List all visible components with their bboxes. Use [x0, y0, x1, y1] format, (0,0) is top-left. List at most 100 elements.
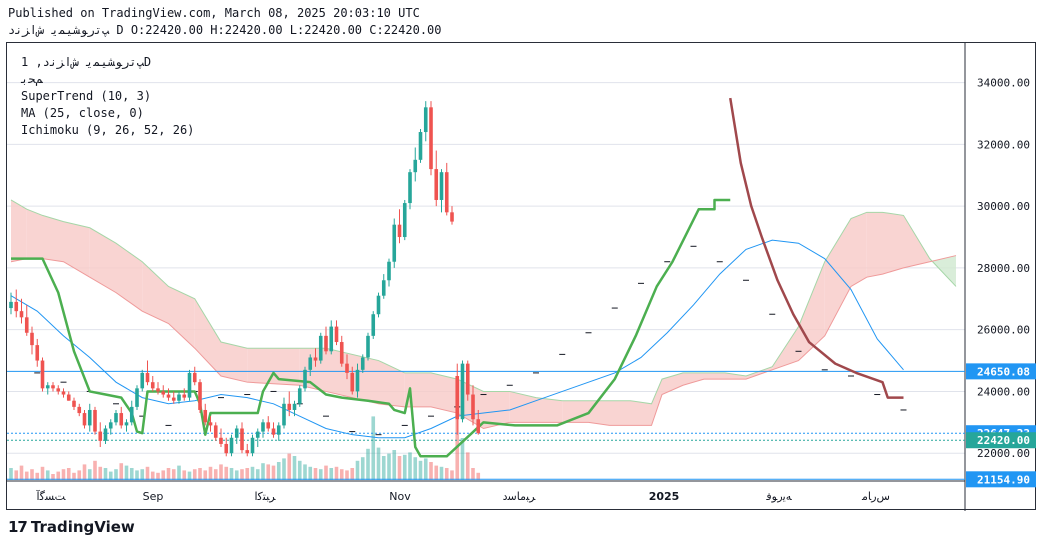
volume-bar [219, 464, 223, 480]
volume-bar [434, 465, 439, 480]
candle-body [292, 403, 297, 410]
candle-body [77, 406, 82, 414]
volume-bar [429, 462, 433, 480]
volume-bar [66, 468, 71, 480]
price-chart[interactable]: 22000.00 24000.00 26000.00 28000.00 30000.00… [7, 43, 1037, 511]
legend-ichimoku[interactable]: Ichimoku (9, 26, 52, 26) [21, 123, 195, 137]
price-tag-label: 24650.08 [977, 365, 1030, 378]
time-axis-label: ﺮﺒﻣﺎﺳﺩ [503, 490, 537, 503]
candle-body [156, 388, 160, 392]
volume-bar [24, 471, 29, 480]
candle-body [355, 369, 360, 392]
volume-bar [40, 466, 45, 480]
volume-bar [423, 458, 428, 480]
ichimoku-cloud-segment [116, 243, 143, 312]
candle-body [308, 357, 313, 370]
tradingview-logo-icon: 17 [8, 518, 28, 536]
candle-body [282, 403, 286, 426]
ichimoku-cloud-segment [247, 348, 300, 386]
volume-bar [271, 465, 276, 480]
time-axis-label: ﻪﯾﺭﻮﻓ [765, 490, 791, 503]
candle-body [408, 172, 412, 204]
candle-body [371, 314, 376, 336]
volume-bar [177, 465, 181, 480]
ichimoku-cloud-segment [89, 227, 116, 293]
ichimoku-cloud-segment [536, 397, 563, 423]
price-tag [966, 432, 1036, 449]
candle-body [103, 428, 108, 441]
candle-body [114, 413, 118, 423]
candle-body [240, 428, 244, 451]
candle-body [135, 388, 139, 407]
price-tag [966, 363, 1036, 380]
legend-supertrend[interactable]: SuperTrend (10, 3) [21, 89, 152, 103]
candle-body [150, 382, 155, 389]
volume-bar [19, 465, 24, 480]
ichimoku-cloud-segment [725, 372, 746, 380]
volume-bar [166, 468, 171, 480]
candle-body [171, 397, 176, 401]
ichimoku-cloud-segment [63, 221, 90, 278]
time-axis-label: Nov [389, 490, 411, 503]
tradingview-brand[interactable]: 17 TradingView [8, 518, 135, 536]
volume-bar [360, 457, 365, 480]
ichimoku-cloud-segment [483, 391, 510, 429]
price-axis-label: 22000.00 [977, 447, 1030, 460]
legend-ma[interactable]: MA (25, close, 0) [21, 106, 144, 120]
volume-bar [350, 468, 355, 480]
volume-bar [150, 471, 155, 480]
candle-body [192, 372, 197, 383]
volume-bar [198, 468, 202, 480]
price-tag-label: 21154.90 [977, 473, 1030, 486]
candle-body [182, 394, 187, 398]
candle-body [392, 224, 397, 262]
candle-body [24, 317, 29, 333]
volume-bar [245, 468, 250, 480]
time-axis-label: ﺱﺭﺎﻣ [861, 490, 890, 503]
candle-body [276, 425, 281, 435]
chart-frame[interactable]: 22000.00 24000.00 26000.00 28000.00 30000.00… [6, 42, 1037, 511]
volume-bar [234, 470, 239, 480]
volume-bar [297, 460, 302, 480]
supertrend-down-line [729, 97, 904, 399]
price-axis-label: 32000.00 [977, 138, 1030, 151]
candle-body [161, 391, 166, 395]
volume-bar [392, 450, 397, 480]
volume-bar [455, 396, 460, 480]
candle-body [82, 413, 87, 426]
volume-bar [444, 468, 449, 480]
volume-bar [108, 471, 113, 480]
volume-bar [129, 468, 134, 480]
candle-body [224, 443, 229, 454]
candle-body [439, 172, 444, 200]
volume-bar [476, 472, 481, 480]
candle-body [98, 431, 103, 441]
volume-bar [119, 463, 124, 480]
candle-body [334, 326, 339, 343]
candle-body [140, 372, 145, 389]
candle-body [387, 261, 391, 281]
candle-body [444, 172, 449, 213]
candle-body [108, 422, 113, 429]
candle-body [45, 385, 50, 389]
candle-body [465, 363, 470, 395]
volume-bar [339, 469, 344, 480]
candle-body [208, 422, 213, 426]
price-axis-label: 30000.00 [977, 200, 1030, 213]
candle-body [61, 391, 66, 395]
candle-body [418, 132, 423, 160]
volume-bar [240, 469, 244, 480]
volume-bar [471, 468, 475, 480]
candle-body [72, 400, 76, 407]
volume-bar [187, 471, 192, 480]
volume-bar [282, 458, 286, 480]
volume-bar [51, 474, 55, 480]
candle-body [198, 382, 202, 410]
candle-body [350, 372, 355, 392]
volume-bar [192, 469, 197, 480]
ichimoku-cloud-segment [609, 400, 631, 426]
volume-bar [439, 466, 444, 480]
volume-bar [345, 470, 349, 480]
volume-bar [203, 470, 208, 480]
ichimoku-span-a [10, 199, 957, 405]
